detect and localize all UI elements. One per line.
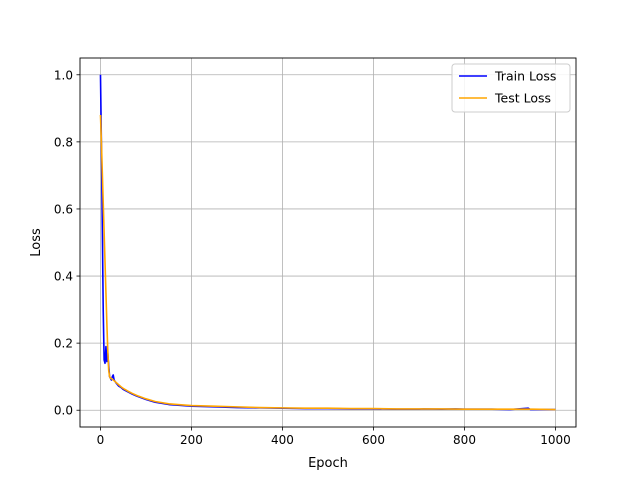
- y-axis-label: Loss: [29, 228, 44, 257]
- train-loss-line: [99, 74, 556, 411]
- x-axis-label: Epoch: [308, 456, 348, 471]
- series-lines: [99, 74, 556, 411]
- y-tick-label: 1.0: [54, 68, 73, 82]
- axis-ticks: 0 200 400 600 800 1000 0.0 0.2 0.4 0.6 0.8 1.0: [54, 68, 571, 447]
- x-tick-label: 1000: [540, 433, 571, 447]
- y-tick-label: 0.8: [54, 135, 73, 149]
- y-tick-label: 0.6: [54, 202, 73, 216]
- plot-frame: [79, 57, 577, 428]
- x-tick-label: 400: [271, 433, 294, 447]
- y-tick-label: 0.2: [54, 337, 73, 351]
- legend: Train Loss Test Loss: [451, 63, 571, 113]
- x-tick-label: 800: [453, 433, 476, 447]
- test-loss-line: [99, 115, 556, 411]
- legend-label-test: Test Loss: [494, 91, 551, 106]
- y-tick-label: 0.0: [54, 404, 73, 418]
- grid-lines: [80, 58, 576, 427]
- y-tick-label: 0.4: [54, 270, 73, 284]
- x-tick-label: 600: [362, 433, 385, 447]
- legend-label-train: Train Loss: [494, 69, 556, 84]
- x-tick-label: 0: [97, 433, 105, 447]
- x-tick-label: 200: [180, 433, 203, 447]
